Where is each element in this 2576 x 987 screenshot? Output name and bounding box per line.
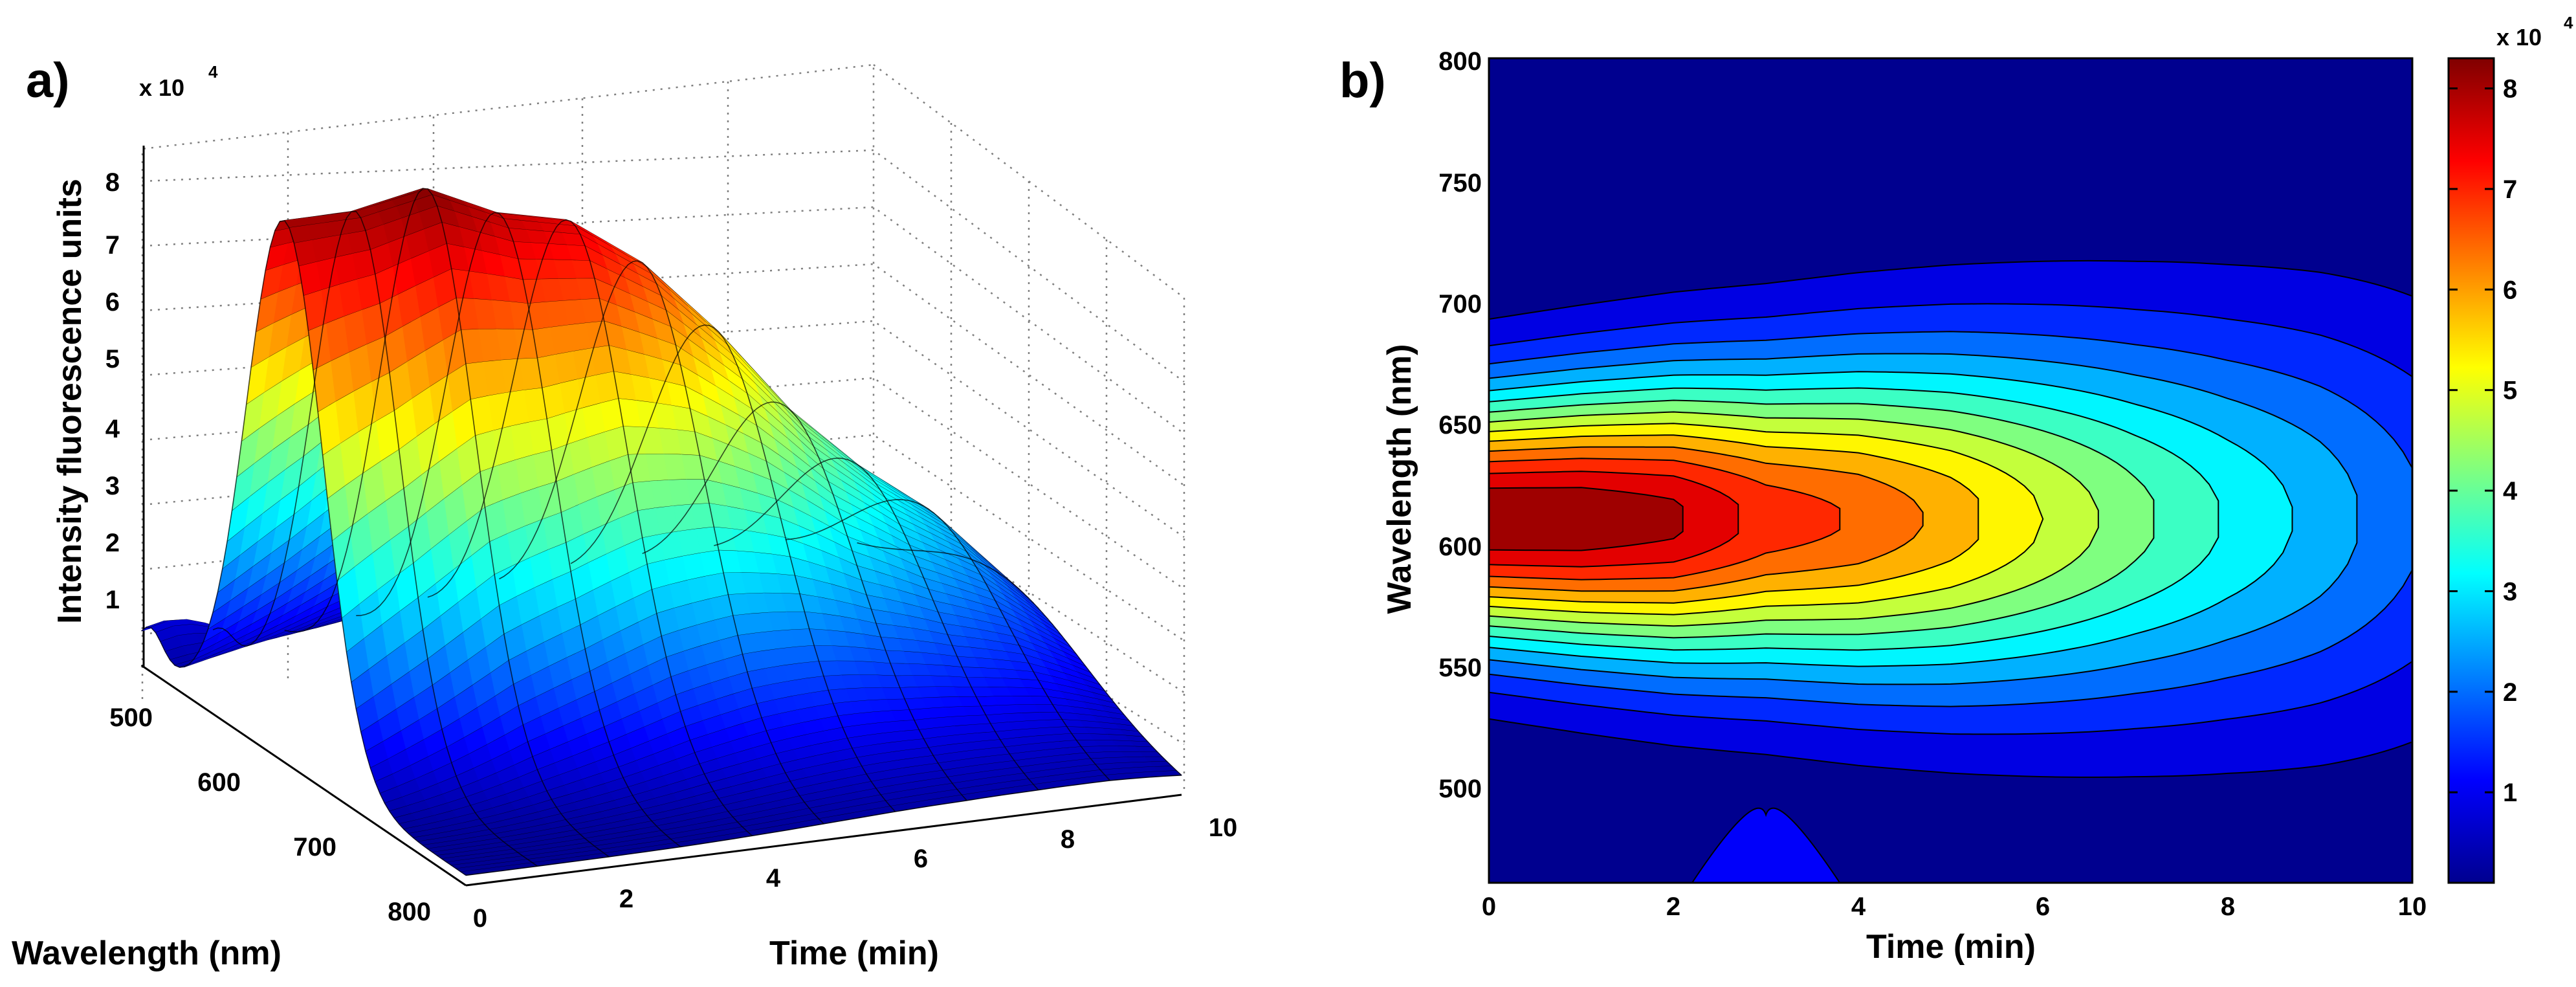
surface-mesh-line <box>570 324 896 812</box>
colorbar-tick-label: 5 <box>2503 377 2517 405</box>
panel-a-surface-plot: a) x 10 4 <box>12 53 1237 972</box>
panel-b-x-tick: 8 <box>2221 893 2235 921</box>
panel-a-z-tick: 8 <box>105 168 120 197</box>
panel-b-contours <box>1489 260 2412 883</box>
panel-a-y-tick: 800 <box>388 898 431 926</box>
panel-a-y-tick: 700 <box>293 833 336 861</box>
panel-b-x-ticks: 0 2 4 6 8 10 <box>1482 893 2427 921</box>
panel-a-z-axis-title: Intensity fluorescence units <box>51 179 89 624</box>
panel-a-z-tick: 2 <box>105 529 120 557</box>
panel-b-y-tick: 500 <box>1438 775 1482 803</box>
colorbar-tick-label: 3 <box>2503 577 2517 606</box>
panel-a-x-tick: 8 <box>1061 825 1075 854</box>
panel-a-y-axis-title: Wavelength (nm) <box>12 935 281 972</box>
surface-mesh-line <box>212 210 538 867</box>
surface-mesh-line <box>427 219 753 836</box>
panel-b-x-tick: 2 <box>1666 893 1680 921</box>
panel-a-z-tick: 3 <box>105 472 120 500</box>
colorbar-tick-label: 6 <box>2503 276 2517 304</box>
colorbar-tick-label: 2 <box>2503 678 2517 707</box>
surface-mesh-line <box>714 457 1039 791</box>
panel-a-exponent-power: 4 <box>208 62 218 82</box>
panel-a-z-tick: 6 <box>105 288 120 316</box>
panel-b-contour-plot: b) 500 550 600 650 700 750 800 Wavelengt… <box>1339 13 2573 966</box>
colorbar-tick-label: 7 <box>2503 175 2517 204</box>
colorbar-ticks: 1 2 3 4 5 6 7 8 <box>2449 75 2518 807</box>
colorbar-tick-label: 4 <box>2503 477 2518 505</box>
panel-b-y-tick: 550 <box>1438 654 1482 682</box>
panel-a-z-tick: 5 <box>105 345 120 373</box>
surface-mesh-line <box>284 188 610 858</box>
panel-b-x-tick: 4 <box>1851 893 1866 921</box>
surface-mesh-line <box>642 401 967 801</box>
panel-a-z-tick: 1 <box>105 586 120 614</box>
panel-a-x-tick: 0 <box>473 904 487 933</box>
panel-a-surface <box>140 188 1182 887</box>
panel-a-x-tick: 10 <box>1209 814 1238 842</box>
panel-a-y-axis <box>140 664 467 887</box>
panel-a-x-ticks: 0 2 4 6 8 10 <box>473 814 1237 933</box>
panel-a-x-axis <box>465 793 1182 887</box>
panel-b-y-axis-title: Wavelength (nm) <box>1381 344 1418 614</box>
panel-b-y-tick: 700 <box>1438 290 1482 318</box>
surface-mesh-line <box>499 260 824 825</box>
panel-a-y-tick: 600 <box>197 768 241 797</box>
panel-b-plot-frame <box>1488 57 2414 884</box>
colorbar-exponent-base: x 10 <box>2496 24 2542 50</box>
panel-b-x-tick: 10 <box>2398 893 2427 921</box>
contour-band <box>1489 487 1684 551</box>
surface-mesh-line <box>857 542 1182 776</box>
panel-a-label: a) <box>26 53 70 108</box>
colorbar-exponent-power: 4 <box>2564 13 2573 32</box>
panel-b-x-axis-title: Time (min) <box>1866 928 2036 966</box>
panel-a-exponent-base: x 10 <box>139 74 184 101</box>
panel-a-exponent: x 10 4 <box>139 62 218 101</box>
panel-b-y-tick: 750 <box>1438 169 1482 197</box>
panel-b-y-tick: 800 <box>1438 47 1482 76</box>
panel-a-x-tick: 2 <box>619 885 633 913</box>
colorbar-gradient <box>2447 57 2495 884</box>
panel-a-x-tick: 6 <box>914 845 928 873</box>
panel-a-z-tick: 7 <box>105 231 120 260</box>
surface-mesh-line <box>356 212 681 848</box>
panel-b-y-ticks: 500 550 600 650 700 750 800 <box>1438 47 1482 803</box>
panel-b-label: b) <box>1339 53 1386 108</box>
panel-b-x-tick: 6 <box>2036 893 2050 921</box>
surface-mesh-line <box>785 499 1110 781</box>
surface-mesh-line <box>141 219 467 876</box>
panel-b-colorbar: 1 2 3 4 5 6 7 8 x 10 4 <box>2447 13 2573 884</box>
panel-b-x-tick: 0 <box>1482 893 1496 921</box>
panel-a-z-ticks: 1 2 3 4 5 6 7 8 <box>105 168 120 614</box>
colorbar-tick-label: 1 <box>2503 779 2517 807</box>
contour-band <box>1691 807 1841 883</box>
panel-a-x-axis-title: Time (min) <box>769 935 939 972</box>
panel-a-z-tick: 4 <box>105 415 120 443</box>
panel-a-y-tick: 500 <box>109 704 153 732</box>
panel-a-y-ticks: 500 600 700 800 <box>109 704 431 926</box>
panel-b-y-tick: 650 <box>1438 411 1482 439</box>
colorbar-tick-label: 8 <box>2503 75 2517 104</box>
panel-a-x-tick: 4 <box>766 864 781 893</box>
panel-b-y-tick: 600 <box>1438 533 1482 561</box>
